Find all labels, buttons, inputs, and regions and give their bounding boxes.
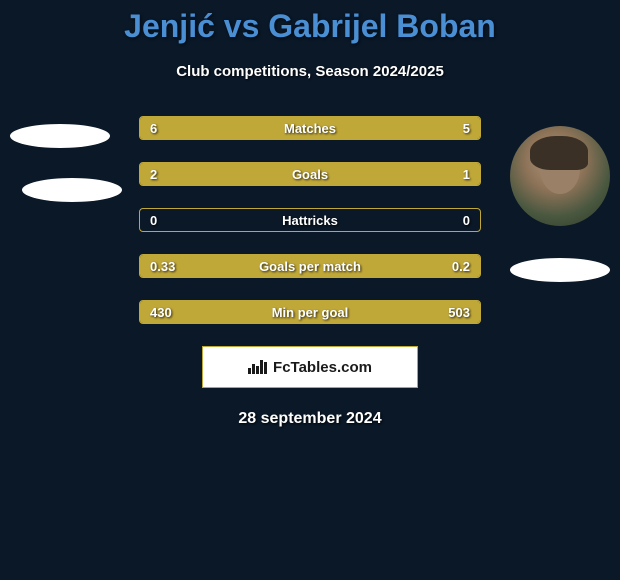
player-right-avatar (510, 126, 610, 226)
stat-row: 0.33 Goals per match 0.2 (139, 254, 481, 278)
stat-label: Min per goal (140, 301, 480, 324)
player-left-avatar (10, 124, 110, 148)
player-right-placeholder (510, 258, 610, 282)
stat-value-right: 503 (448, 301, 470, 324)
stat-label: Matches (140, 117, 480, 140)
stat-label: Goals per match (140, 255, 480, 278)
stat-label: Hattricks (140, 209, 480, 232)
stat-row: 2 Goals 1 (139, 162, 481, 186)
stat-row: 6 Matches 5 (139, 116, 481, 140)
stat-value-right: 0 (463, 209, 470, 232)
bar-chart-icon (248, 360, 267, 374)
page-title: Jenjić vs Gabrijel Boban (0, 0, 620, 45)
stat-row: 0 Hattricks 0 (139, 208, 481, 232)
stat-label: Goals (140, 163, 480, 186)
date-label: 28 september 2024 (0, 410, 620, 428)
stat-row: 430 Min per goal 503 (139, 300, 481, 324)
player-left-placeholder (22, 178, 122, 202)
stat-value-right: 0.2 (452, 255, 470, 278)
brand-link[interactable]: FcTables.com (202, 346, 418, 388)
subtitle: Club competitions, Season 2024/2025 (0, 63, 620, 80)
stat-value-right: 1 (463, 163, 470, 186)
stats-container: 6 Matches 5 2 Goals 1 0 Hattricks 0 0.33… (139, 116, 481, 324)
brand-label: FcTables.com (273, 359, 372, 376)
stat-value-right: 5 (463, 117, 470, 140)
